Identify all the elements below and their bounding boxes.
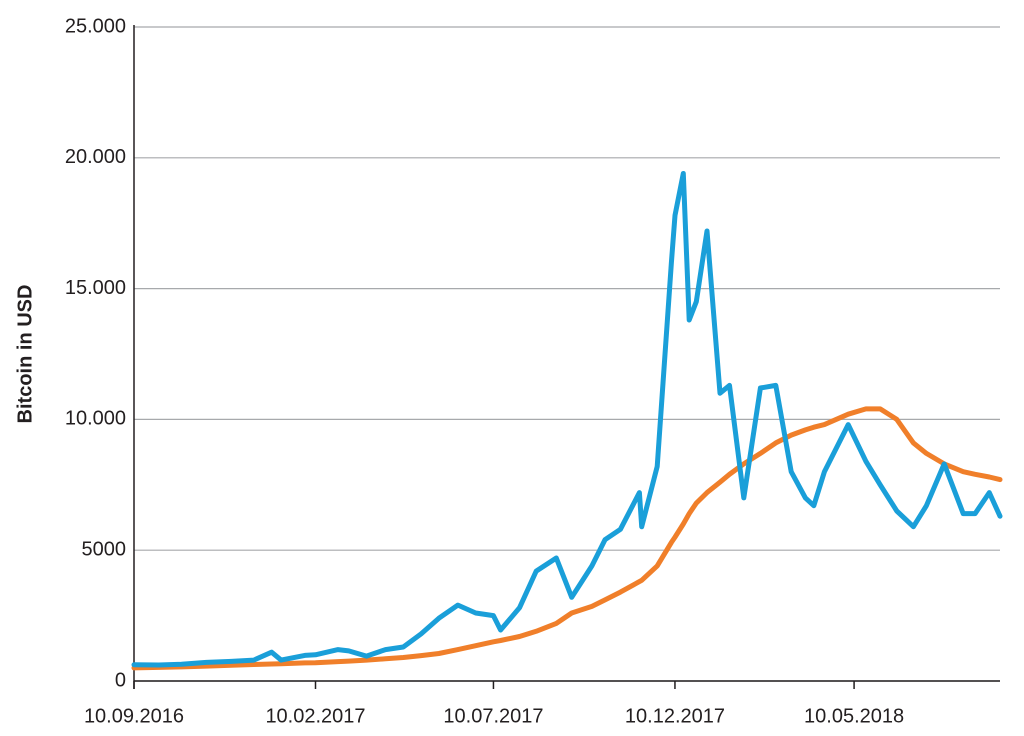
- x-tick-label: 10.12.2017: [625, 705, 725, 727]
- x-tick-label: 10.09.2016: [84, 705, 184, 727]
- y-tick-label: 15.000: [65, 277, 126, 299]
- y-axis-label: Bitcoin in USD: [14, 285, 36, 424]
- y-tick-label: 20.000: [65, 146, 126, 168]
- x-tick-label: 10.05.2018: [804, 705, 904, 727]
- y-tick-label: 0: [115, 669, 126, 691]
- y-tick-label: 10.000: [65, 408, 126, 430]
- y-tick-label: 25.000: [65, 15, 126, 37]
- data-line: [131, 406, 1003, 671]
- x-tick-label: 10.02.2017: [265, 705, 365, 727]
- y-tick-label: 5000: [82, 538, 127, 560]
- x-tick-label: 10.07.2017: [443, 705, 543, 727]
- data-line: [131, 171, 1003, 668]
